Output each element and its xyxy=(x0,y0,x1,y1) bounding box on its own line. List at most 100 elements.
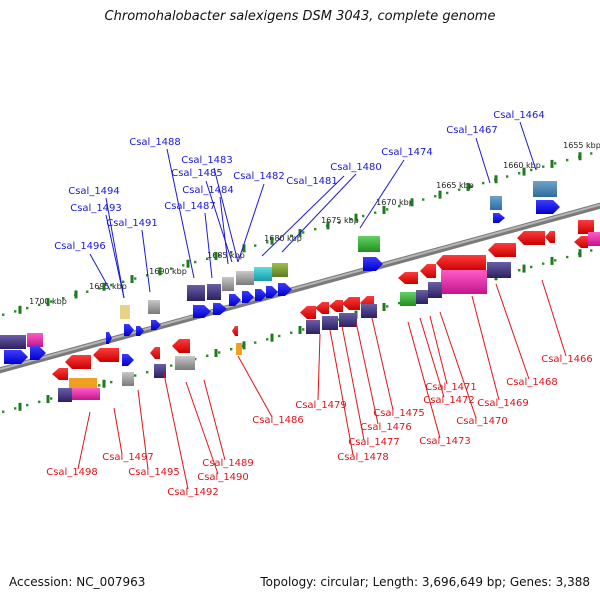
gene-block xyxy=(533,181,557,197)
ruler-tick xyxy=(130,275,134,284)
ruler-label: 1655 kbp xyxy=(563,141,600,150)
gene-block xyxy=(588,232,600,246)
gene-label-bottom[interactable]: Csal_1478 xyxy=(337,452,389,463)
guide-dot xyxy=(266,241,269,244)
accession-text: Accession: NC_007963 xyxy=(9,575,146,589)
gene-block xyxy=(278,283,292,296)
gene-label-bottom[interactable]: Csal_1475 xyxy=(373,408,425,419)
gene-block xyxy=(120,305,130,319)
ruler-tick xyxy=(298,326,302,334)
guide-dot xyxy=(446,191,449,195)
gene-label-top[interactable]: Csal_1494 xyxy=(68,186,120,197)
ruler-tick xyxy=(438,190,442,199)
upper-dotted-line xyxy=(2,152,593,316)
gene-block xyxy=(93,348,119,362)
guide-dot xyxy=(314,227,317,231)
gene-block xyxy=(187,285,205,301)
gene-block xyxy=(52,368,68,380)
gene-label-bottom[interactable]: Csal_1490 xyxy=(197,472,249,483)
callout-line xyxy=(163,373,189,490)
gene-block xyxy=(420,264,436,278)
guide-dot xyxy=(50,397,53,400)
ruler-tick xyxy=(102,379,106,388)
gene-label-bottom[interactable]: Csal_1479 xyxy=(295,400,347,411)
guide-dot xyxy=(302,231,305,234)
gene-label-bottom[interactable]: Csal_1495 xyxy=(128,467,180,478)
guide-dot xyxy=(182,264,185,267)
gene-label-top[interactable]: Csal_1480 xyxy=(330,162,382,173)
gene-label-bottom[interactable]: Csal_1492 xyxy=(167,487,219,498)
gene-block xyxy=(342,297,360,310)
gene-label-bottom[interactable]: Csal_1473 xyxy=(419,436,471,447)
gene-label-top[interactable]: Csal_1474 xyxy=(381,147,433,158)
gene-block xyxy=(358,236,380,252)
gene-label-bottom[interactable]: Csal_1469 xyxy=(477,398,529,409)
callout-line xyxy=(341,325,365,441)
callout-line xyxy=(219,196,229,265)
gene-label-bottom[interactable]: Csal_1486 xyxy=(252,415,304,426)
gene-label-top[interactable]: Csal_1481 xyxy=(286,176,338,187)
gene-label-top[interactable]: Csal_1483 xyxy=(181,155,233,166)
ruler-tick xyxy=(270,236,274,245)
gene-block xyxy=(0,335,26,349)
gene-label-top[interactable]: Csal_1488 xyxy=(129,137,181,148)
gene-label-top[interactable]: Csal_1496 xyxy=(54,241,106,252)
ruler-tick xyxy=(410,198,414,207)
gene-block xyxy=(398,272,418,284)
guide-dot xyxy=(554,162,557,165)
guide-dot xyxy=(398,301,401,305)
callout-line xyxy=(495,283,530,380)
gene-label-top[interactable]: Csal_1487 xyxy=(164,201,216,212)
gene-block xyxy=(232,326,238,336)
gene-label-bottom[interactable]: Csal_1471 xyxy=(425,382,477,393)
guide-dot xyxy=(338,221,341,224)
callout-line xyxy=(213,167,239,263)
ruler-tick xyxy=(382,302,386,311)
gene-block xyxy=(361,304,377,318)
gene-block xyxy=(148,300,160,314)
gene-block xyxy=(69,378,97,390)
ruler-label: 1665 kbp xyxy=(436,181,474,190)
gene-label-bottom[interactable]: Csal_1466 xyxy=(541,354,593,365)
gene-label-top[interactable]: Csal_1484 xyxy=(182,185,234,196)
gene-block xyxy=(545,231,555,243)
gene-label-top[interactable]: Csal_1464 xyxy=(493,110,545,121)
guide-dot xyxy=(530,265,533,269)
gene-block xyxy=(122,354,134,366)
gene-label-top[interactable]: Csal_1485 xyxy=(171,168,223,179)
gene-label-bottom[interactable]: Csal_1468 xyxy=(506,377,558,388)
gene-label-bottom[interactable]: Csal_1498 xyxy=(46,467,98,478)
gene-label-top[interactable]: Csal_1491 xyxy=(106,218,158,229)
gene-block xyxy=(428,282,442,298)
gene-label-bottom[interactable]: Csal_1477 xyxy=(348,437,400,448)
guide-dot xyxy=(134,277,137,280)
gene-label-bottom[interactable]: Csal_1476 xyxy=(360,422,412,433)
gene-label-bottom[interactable]: Csal_1472 xyxy=(423,395,475,406)
gene-label-top[interactable]: Csal_1482 xyxy=(233,171,285,182)
gene-label-top[interactable]: Csal_1493 xyxy=(70,203,122,214)
gene-block xyxy=(322,316,338,330)
gene-label-bottom[interactable]: Csal_1497 xyxy=(102,452,154,463)
callout-line xyxy=(237,355,273,418)
gene-block xyxy=(30,346,46,360)
gene-block xyxy=(27,333,43,347)
gene-block xyxy=(193,305,211,318)
ruler-tick xyxy=(494,175,498,184)
gene-block xyxy=(72,388,100,400)
callout-line xyxy=(137,389,149,470)
gene-block xyxy=(213,303,227,315)
gene-label-bottom[interactable]: Csal_1489 xyxy=(202,458,254,469)
callout-line xyxy=(519,121,537,171)
ruler-tick xyxy=(354,213,358,222)
gene-label-bottom[interactable]: Csal_1470 xyxy=(456,416,508,427)
callout-line xyxy=(105,214,125,299)
callout-line xyxy=(166,148,195,279)
ruler-tick xyxy=(46,298,50,307)
gene-label-top[interactable]: Csal_1467 xyxy=(446,125,498,136)
guide-dot xyxy=(398,204,401,208)
guide-dot xyxy=(170,267,173,270)
guide-dot xyxy=(14,407,17,410)
gene-block xyxy=(400,292,416,306)
gene-block xyxy=(315,302,329,314)
